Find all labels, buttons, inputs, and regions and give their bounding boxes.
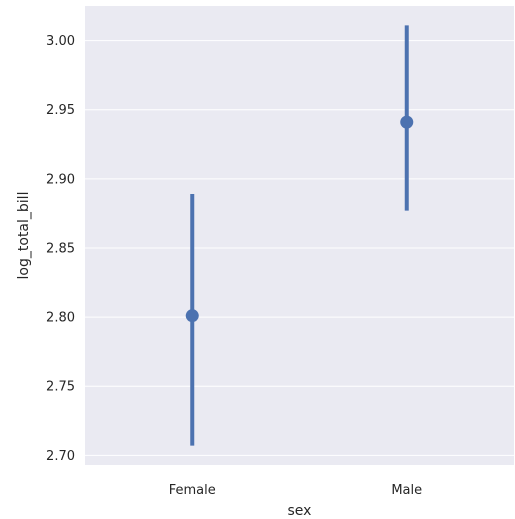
data-marks (185, 25, 414, 446)
y-tick-label: 2.70 (46, 449, 75, 464)
estimate-point (400, 115, 414, 129)
x-tick-label: Male (391, 483, 422, 498)
plot-background (85, 6, 514, 465)
x-tick-labels: Female Male (169, 483, 422, 498)
y-axis-label: log_total_bill (16, 192, 32, 280)
y-tick-label: 2.85 (46, 241, 75, 256)
y-tick-label: 3.00 (46, 34, 75, 49)
x-axis-label: sex (288, 503, 312, 519)
y-tick-label: 2.95 (46, 103, 75, 118)
estimate-point (185, 309, 199, 323)
y-tick-label: 2.75 (46, 380, 75, 395)
y-tick-label: 2.90 (46, 172, 75, 187)
x-tick-label: Female (169, 483, 216, 498)
grid-lines (85, 40, 514, 456)
y-tick-labels: 2.70 2.75 2.80 2.85 2.90 2.95 3.00 (46, 34, 75, 464)
y-tick-label: 2.80 (46, 311, 75, 326)
